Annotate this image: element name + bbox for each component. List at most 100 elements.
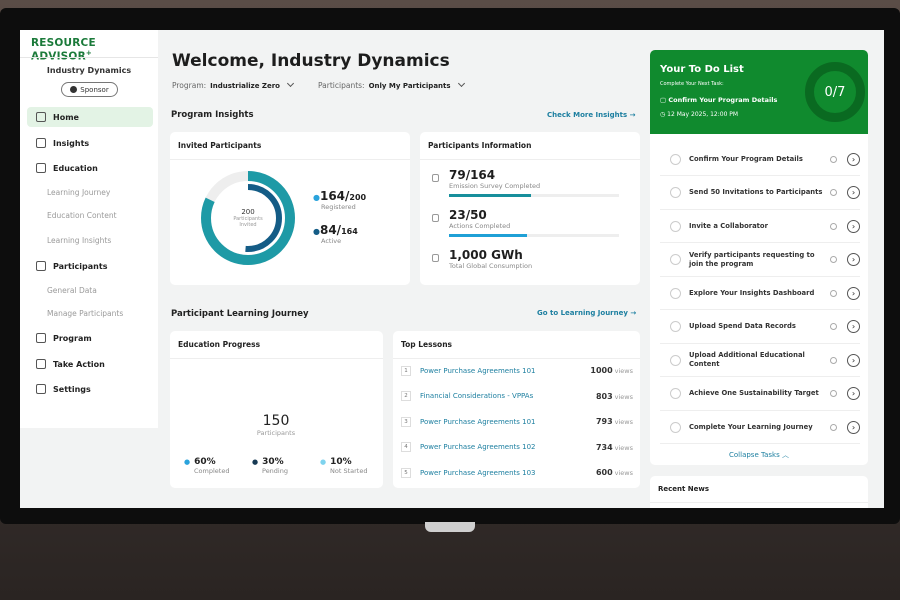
check-more-insights-link[interactable]: Check More Insights → <box>547 111 636 119</box>
help-icon[interactable] <box>830 323 837 330</box>
sidebar-subitem[interactable]: Manage Participants <box>47 309 124 318</box>
lesson-title-link[interactable]: Power Purchase Agreements 101 <box>420 417 536 426</box>
divider <box>20 57 158 58</box>
chevron-right-icon[interactable]: › <box>847 420 860 434</box>
chevron-right-icon[interactable]: › <box>847 387 860 400</box>
lesson-row[interactable]: 5 Power Purchase Agreements 103 600 views <box>401 460 633 485</box>
sidebar-item-education[interactable]: Education <box>27 158 153 178</box>
info-label: Total Global Consumption <box>449 262 533 270</box>
active-label: Active <box>321 237 342 245</box>
task-checkbox[interactable] <box>670 187 681 198</box>
task-checkbox[interactable] <box>670 354 681 366</box>
participants-select[interactable]: Participants: Only My Participants <box>318 79 465 90</box>
task-checkbox[interactable] <box>670 287 681 299</box>
due-text: 12 May 2025, 12:00 PM <box>667 111 739 118</box>
registered-total: 200 <box>349 193 367 202</box>
chevron-right-icon[interactable]: › <box>847 253 860 266</box>
bulb-icon <box>432 254 439 262</box>
sidebar-item-take-action[interactable]: Take Action <box>27 354 153 374</box>
active-stat: ●84/164 <box>313 223 358 237</box>
active-total: 164 <box>341 227 358 236</box>
lesson-title-link[interactable]: Power Purchase Agreements 102 <box>420 443 536 451</box>
sidebar-subitem[interactable]: Learning Insights <box>47 236 112 245</box>
sidebar-item-insights[interactable]: Insights <box>27 133 153 153</box>
sidebar-item-settings[interactable]: Settings <box>27 379 153 399</box>
due-date: ◷ 12 May 2025, 12:00 PM <box>660 111 738 118</box>
chevron-right-icon[interactable]: › <box>847 353 860 367</box>
todo-task[interactable]: Upload Additional Educational Content › <box>660 344 860 377</box>
help-icon[interactable] <box>830 289 837 297</box>
legend-item: ● 30% Pending <box>252 457 288 475</box>
next-task-link[interactable]: ▢ Confirm Your Program Details <box>660 96 777 104</box>
lesson-title-link[interactable]: Financial Considerations - VPPAs <box>420 392 534 400</box>
task-checkbox[interactable] <box>670 321 681 332</box>
program-select[interactable]: Program: Industrialize Zero <box>172 79 295 90</box>
help-icon[interactable] <box>830 189 837 196</box>
help-icon[interactable] <box>830 256 837 263</box>
active-arc <box>214 184 282 252</box>
task-checkbox[interactable] <box>670 254 681 265</box>
sidebar-subitem[interactable]: Learning Journey <box>47 188 111 197</box>
sidebar-item-home[interactable]: Home <box>27 107 153 127</box>
logo[interactable]: RESOURCE ADVISOR+ <box>31 37 158 63</box>
chevron-right-icon[interactable]: › <box>847 219 860 233</box>
lesson-row[interactable]: 3 Power Purchase Agreements 101 793 views <box>401 409 633 434</box>
chevron-right-icon[interactable]: › <box>847 152 860 166</box>
todo-task[interactable]: Upload Spend Data Records › <box>660 311 860 344</box>
todo-list: Confirm Your Program Details › Send 50 Inv… <box>650 134 868 465</box>
lesson-views: 600 views <box>596 468 633 477</box>
task-checkbox[interactable] <box>670 388 681 399</box>
arrow-right-icon: → <box>629 111 636 119</box>
todo-task[interactable]: Complete Your Learning Journey › <box>660 411 860 444</box>
legend-percent: 10% <box>330 457 352 467</box>
chevron-right-icon[interactable]: › <box>847 320 860 333</box>
todo-task[interactable]: Invite a Collaborator › <box>660 210 860 243</box>
next-task-label: Complete Your Next Task: <box>660 81 724 87</box>
sidebar-item-program[interactable]: Program <box>27 328 153 348</box>
lesson-row[interactable]: 1 Power Purchase Agreements 101 1000 views <box>401 358 633 383</box>
org-name: Industry Dynamics <box>46 66 132 75</box>
lesson-rank: 1 <box>401 365 411 376</box>
help-icon[interactable] <box>830 356 837 364</box>
task-checkbox[interactable] <box>670 421 681 433</box>
link-label: Check More Insights <box>547 111 628 119</box>
todo-task[interactable]: Send 50 Invitations to Participants › <box>660 177 860 210</box>
todo-task[interactable]: Confirm Your Program Details › <box>660 143 860 176</box>
card-title: Education Progress <box>170 331 383 359</box>
lesson-title-link[interactable]: Power Purchase Agreements 101 <box>420 366 536 375</box>
lesson-title-link[interactable]: Power Purchase Agreements 103 <box>420 468 536 477</box>
chevron-right-icon[interactable]: › <box>847 286 860 300</box>
collapse-tasks-button[interactable]: Collapse Tasks ︿ <box>650 450 868 460</box>
help-icon[interactable] <box>830 390 837 397</box>
sidebar-item-participants[interactable]: Participants <box>27 256 153 276</box>
todo-title: Your To Do List <box>660 64 744 75</box>
go-to-learning-journey-link[interactable]: Go to Learning Journey → <box>537 309 636 317</box>
task-checkbox[interactable] <box>670 220 681 232</box>
lesson-row[interactable]: 2 Financial Considerations - VPPAs 803 view… <box>401 384 633 409</box>
help-icon[interactable] <box>830 155 837 163</box>
sponsor-icon <box>70 86 78 93</box>
sidebar-subitem[interactable]: General Data <box>47 286 97 295</box>
todo-task[interactable]: Verify participants requesting to join t… <box>660 244 860 277</box>
info-value: 23/50 <box>449 208 487 222</box>
education-progress-card: Education Progress 150 Participants ● 60%… <box>170 331 383 488</box>
gear-icon <box>36 384 46 394</box>
task-checkbox[interactable] <box>670 153 681 165</box>
chevron-right-icon[interactable]: › <box>847 186 860 199</box>
lesson-views: 1000 views <box>590 366 633 375</box>
todo-task[interactable]: Explore Your Insights Dashboard › <box>660 277 860 310</box>
list-icon <box>36 333 46 343</box>
views-count: 1000 <box>590 366 613 375</box>
views-label: views <box>614 367 633 375</box>
help-icon[interactable] <box>830 423 837 431</box>
sidebar-subitem[interactable]: Education Content <box>47 211 117 220</box>
todo-task[interactable]: Achieve One Sustainability Target › <box>660 378 860 411</box>
task-label: Invite a Collaborator <box>689 221 768 230</box>
clipboard-icon: ▢ <box>660 96 669 104</box>
screen: RESOURCE ADVISOR+ Industry Dynamics Spon… <box>20 30 884 508</box>
role-badge[interactable]: Sponsor <box>61 82 118 97</box>
participants-info-card: Participants Information 79/164 Emission … <box>420 132 640 285</box>
logo-mark: + <box>85 49 92 57</box>
help-icon[interactable] <box>830 222 837 230</box>
lesson-row[interactable]: 4 Power Purchase Agreements 102 734 views <box>401 435 633 460</box>
